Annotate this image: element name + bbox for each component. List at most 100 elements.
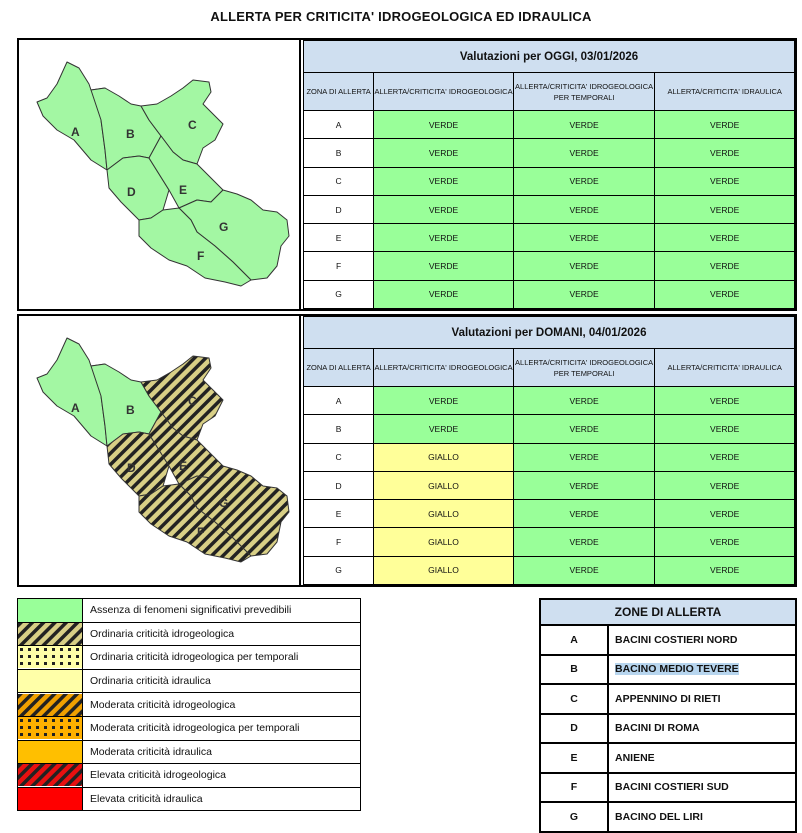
legend-row: Ordinaria criticità idrogeologica	[17, 621, 361, 647]
legend-row: Moderata criticità idraulica	[17, 739, 361, 765]
today-map: A B C D E F G	[19, 40, 301, 309]
table-row: A VERDE VERDE VERDE	[302, 109, 795, 140]
idraulica-cell: VERDE	[654, 499, 795, 529]
table-row: B VERDE VERDE VERDE	[302, 138, 795, 168]
idrogeo-cell: VERDE	[373, 138, 514, 168]
zone-name: BACINI DI ROMA	[607, 712, 797, 744]
idrogeo-cell: GIALLO	[373, 442, 514, 472]
zone-name: APPENNINO DI RIETI	[607, 683, 797, 715]
map-label: C	[188, 118, 197, 132]
zone-letter: E	[539, 742, 609, 774]
zone-letter: A	[539, 624, 609, 656]
tomorrow-panel: A B C D E F G Valutazioni per DOMANI, 04…	[17, 314, 797, 587]
legend-row: Assenza di fenomeni significativi preved…	[17, 598, 361, 623]
zone-name-text: BACINO MEDIO TEVERE	[615, 663, 739, 676]
legend-label: Moderata criticità idrogeologica per tem…	[82, 715, 361, 741]
idrogeo-cell: GIALLO	[373, 499, 514, 529]
today-panel: A B C D E F G Valutazioni per OGGI, 03/0…	[17, 38, 797, 311]
zone-cell: C	[302, 442, 375, 472]
idrogeo-cell: VERDE	[373, 109, 514, 140]
idraulica-cell: VERDE	[654, 138, 795, 168]
tomorrow-heading: Valutazioni per DOMANI, 04/01/2026	[303, 316, 795, 349]
zone-d-area	[106, 431, 170, 497]
legend-label: Moderata criticità idrogeologica	[82, 692, 361, 717]
legend-row: Moderata criticità idrogeologica	[17, 692, 361, 717]
col-temporali: ALLERTA/CRITICITA' IDROGEOLOGICA PER TEM…	[512, 72, 656, 111]
legend-label: Ordinaria criticità idrogeologica per te…	[82, 645, 361, 670]
idraulica-cell: VERDE	[654, 194, 795, 225]
map-label: E	[179, 459, 187, 473]
idrogeo-cell: GIALLO	[373, 555, 514, 586]
table-row: G VERDE VERDE VERDE	[302, 279, 795, 310]
temporali-cell: VERDE	[512, 470, 656, 501]
zone-letter: G	[539, 801, 609, 833]
zone-a-area	[36, 61, 108, 171]
map-label: B	[126, 127, 135, 141]
temporali-cell: VERDE	[512, 385, 656, 416]
legend-swatch	[17, 763, 83, 788]
zones-table: ZONE DI ALLERTA A BACINI COSTIERI NORD B BA…	[539, 598, 797, 833]
zone-row: A BACINI COSTIERI NORD	[539, 624, 797, 656]
map-label: F	[197, 525, 204, 539]
zone-name: BACINO MEDIO TEVERE	[607, 653, 797, 685]
temporali-cell: VERDE	[512, 194, 656, 225]
zone-a-area	[36, 337, 108, 447]
zone-cell: F	[302, 251, 375, 281]
table-row: G GIALLO VERDE VERDE	[302, 555, 795, 586]
zone-name-text: BACINI COSTIERI SUD	[615, 781, 729, 794]
legend-label: Ordinaria criticità idrogeologica	[82, 621, 361, 647]
temporali-cell: VERDE	[512, 251, 656, 281]
idraulica-cell: VERDE	[654, 385, 795, 416]
temporali-cell: VERDE	[512, 499, 656, 529]
temporali-cell: VERDE	[512, 414, 656, 444]
idrogeo-cell: VERDE	[373, 279, 514, 310]
temporali-cell: VERDE	[512, 166, 656, 196]
zone-name-text: APPENNINO DI RIETI	[615, 692, 721, 705]
legend-row: Elevata criticità idraulica	[17, 786, 361, 812]
idrogeo-cell: VERDE	[373, 251, 514, 281]
zone-name-text: BACINO DEL LIRI	[615, 810, 703, 823]
zone-row: E ANIENE	[539, 742, 797, 774]
zone-letter: D	[539, 712, 609, 744]
idraulica-cell: VERDE	[654, 279, 795, 310]
zone-cell: F	[302, 527, 375, 557]
legend-swatch	[17, 621, 83, 647]
legend-swatch	[17, 598, 83, 623]
table-row: C VERDE VERDE VERDE	[302, 166, 795, 196]
map-label: C	[188, 394, 197, 408]
temporali-cell: VERDE	[512, 442, 656, 472]
legend-row: Elevata criticità idrogeologica	[17, 763, 361, 788]
legend-swatch	[17, 739, 83, 765]
idraulica-cell: VERDE	[654, 223, 795, 253]
zone-cell: E	[302, 223, 375, 253]
zones-heading: ZONE DI ALLERTA	[539, 598, 797, 626]
temporali-cell: VERDE	[512, 223, 656, 253]
map-label: G	[219, 496, 228, 510]
zone-name: BACINO DEL LIRI	[607, 801, 797, 833]
legend-label: Moderata criticità idraulica	[82, 739, 361, 765]
col-idrogeo: ALLERTA/CRITICITA' IDROGEOLOGICA	[373, 348, 514, 387]
table-row: C GIALLO VERDE VERDE	[302, 442, 795, 472]
tomorrow-table: Valutazioni per DOMANI, 04/01/2026 ZONA …	[302, 316, 795, 586]
col-zona: ZONA DI ALLERTA	[302, 72, 375, 111]
idraulica-cell: VERDE	[654, 166, 795, 196]
zone-row: C APPENNINO DI RIETI	[539, 683, 797, 715]
zone-letter: F	[539, 771, 609, 803]
table-row: D VERDE VERDE VERDE	[302, 194, 795, 225]
map-label: F	[197, 249, 204, 263]
col-idraulica: ALLERTA/CRITICITA' IDRAULICA	[654, 348, 795, 387]
legend-label: Elevata criticità idraulica	[82, 786, 361, 812]
table-row: E GIALLO VERDE VERDE	[302, 499, 795, 529]
temporali-cell: VERDE	[512, 279, 656, 310]
idrogeo-cell: VERDE	[373, 414, 514, 444]
zone-row: B BACINO MEDIO TEVERE	[539, 653, 797, 685]
table-row: D GIALLO VERDE VERDE	[302, 470, 795, 501]
zone-name-text: ANIENE	[615, 751, 655, 764]
zone-name-text: BACINI DI ROMA	[615, 722, 700, 735]
legend-swatch	[17, 645, 83, 670]
zone-cell: B	[302, 138, 375, 168]
zone-cell: D	[302, 470, 375, 501]
temporali-cell: VERDE	[512, 555, 656, 586]
zone-letter: B	[539, 653, 609, 685]
zone-cell: G	[302, 279, 375, 310]
